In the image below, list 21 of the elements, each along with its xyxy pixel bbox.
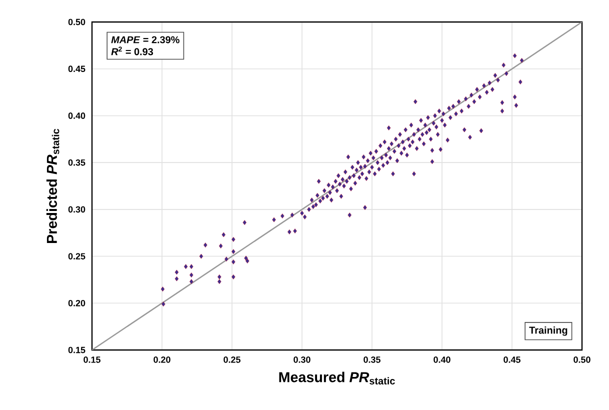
y-tick-label: 0.30 <box>68 206 86 213</box>
x-tick-label: 0.45 <box>504 356 520 363</box>
y-tick-label: 0.35 <box>68 159 86 166</box>
x-tick-label: 0.35 <box>364 356 380 363</box>
annotation: R$^{2}$ = 0.93 <box>111 46 154 56</box>
x-tick-label: 0.30 <box>294 356 310 363</box>
x-axis-title: Measured PR$_{static}$ <box>279 372 395 384</box>
x-tick-label: 0.20 <box>154 356 170 363</box>
y-tick-label: 0.20 <box>68 300 86 306</box>
y-tick-label: 0.40 <box>68 112 86 119</box>
x-tick-label: 0.50 <box>574 356 590 363</box>
y-tick-label: 0.15 <box>68 346 86 354</box>
y-tick-label: 0.45 <box>68 66 86 72</box>
annotation: Training <box>529 326 568 336</box>
x-tick-label: 0.15 <box>84 356 100 363</box>
annotation: MAPE = 2.39% <box>111 36 180 44</box>
y-tick-label: 0.25 <box>68 253 86 260</box>
y-tick-label: 0.50 <box>68 18 86 26</box>
x-tick-label: 0.25 <box>224 356 240 363</box>
x-tick-label: 0.40 <box>434 356 450 363</box>
y-axis-title: Predicted PR$_{static}$ <box>46 128 60 243</box>
